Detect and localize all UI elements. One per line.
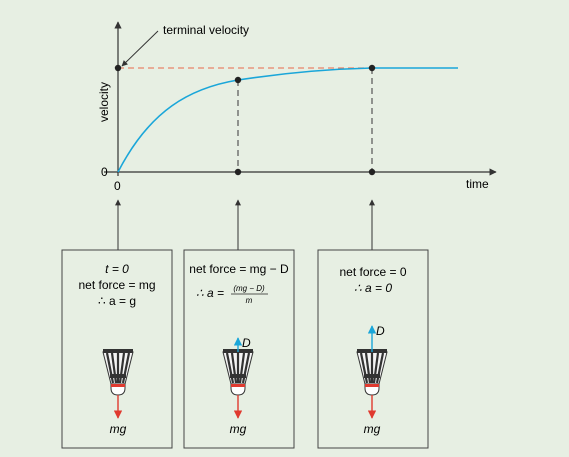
y-origin-label: 0: [101, 165, 108, 179]
drag-label: D: [376, 324, 385, 338]
weight-label: mg: [364, 422, 381, 436]
panel-2-numerator: (mg − D): [233, 284, 265, 293]
panel-3-border: [317, 249, 429, 449]
velocity-time-graph: terminal velocity velocity time 0 0: [97, 21, 497, 193]
shuttlecock-icon: [221, 347, 255, 397]
annotation-pointer: [121, 30, 159, 67]
drag-label: D: [242, 336, 251, 350]
panel-terminal: net force = 0 ∴ a = 0 D mg: [317, 249, 429, 449]
panel-1-line-2: net force = mg: [78, 278, 155, 292]
panel-t-zero: t = 0 net force = mg ∴ a = g mg: [61, 249, 173, 449]
curve-point-3: [368, 64, 376, 72]
shuttlecock-icon: [355, 347, 389, 397]
weight-label: mg: [230, 422, 247, 436]
panel-2-denominator: m: [246, 296, 253, 305]
y-axis-label: velocity: [97, 82, 111, 122]
weight-label: mg: [110, 422, 127, 436]
panel-1-line-1: t = 0: [105, 262, 129, 276]
panel-2-line-1: net force = mg − D: [189, 262, 289, 276]
terminal-velocity-point: [114, 64, 122, 72]
x-origin-label: 0: [114, 179, 121, 193]
shuttlecock-icon: [101, 347, 135, 397]
panel-2-border: [183, 249, 295, 449]
panel-3-line-1: net force = 0: [339, 265, 406, 279]
axis-point-3: [368, 168, 376, 176]
curve-point-2: [234, 76, 242, 84]
velocity-curve: [117, 67, 458, 173]
panel-1-border: [61, 249, 173, 449]
panel-3-line-2: ∴ a = 0: [354, 281, 392, 295]
terminal-velocity-annotation: terminal velocity: [163, 23, 249, 37]
x-axis-label: time: [466, 177, 489, 191]
axis-point-2: [234, 168, 242, 176]
panel-1-line-3: ∴ a = g: [98, 294, 136, 308]
panel-2-accel-prefix: ∴ a =: [196, 286, 224, 300]
panel-accelerating: net force = mg − D ∴ a = (mg − D) m D mg: [183, 249, 295, 449]
